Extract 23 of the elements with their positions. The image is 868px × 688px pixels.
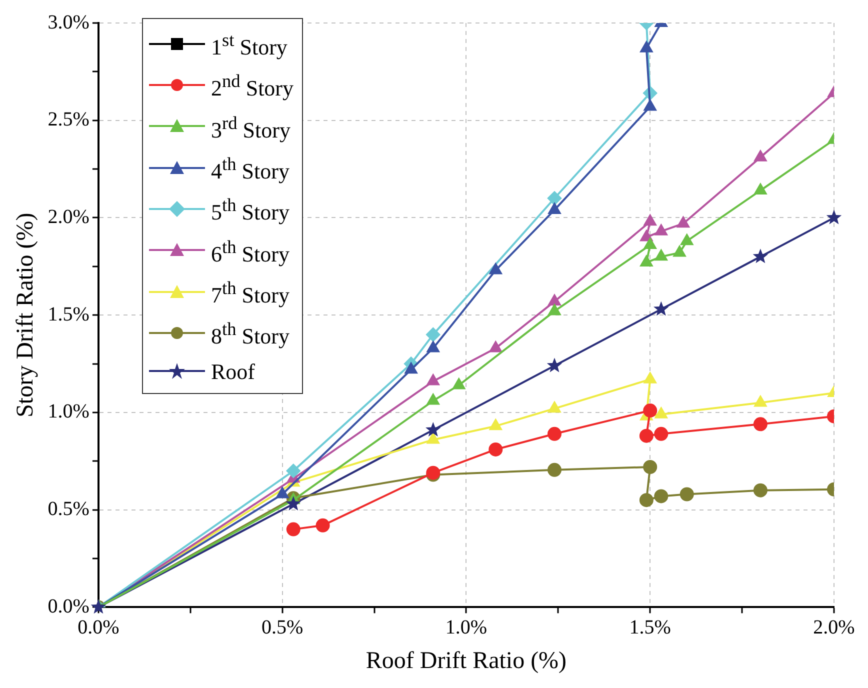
- y-tick-label: 0.0%: [48, 595, 90, 618]
- y-tick-label: 3.0%: [48, 11, 90, 34]
- x-tick-label: 0.5%: [262, 616, 304, 638]
- legend-label: 3$^{rd}$ Story: [211, 112, 290, 144]
- legend-label: Roof: [211, 358, 255, 386]
- x-tick-label: 2.0%: [813, 616, 855, 638]
- legend-label: 2$^{nd}$ Story: [211, 70, 294, 103]
- y-tick-label: 2.0%: [48, 206, 90, 228]
- y-tick-label: 0.5%: [48, 498, 90, 520]
- legend-label: 8$^{th}$ Story: [211, 318, 290, 351]
- x-tick-label: 1.0%: [445, 616, 488, 638]
- legend-label: 7$^{th}$ Story: [211, 276, 290, 310]
- legend-label: 4$^{th}$ Story: [211, 152, 290, 186]
- x-tick-label: 1.5%: [629, 616, 671, 638]
- legend-label: 1$^{st}$ Story: [211, 29, 288, 62]
- legend-label: 5$^{th}$ Story: [211, 194, 290, 227]
- y-axis-title: Story Drift Ratio (%): [12, 212, 39, 418]
- legend-label: 6$^{th}$ Story: [211, 236, 290, 268]
- y-tick-label: 1.0%: [48, 400, 90, 423]
- x-axis-title: Roof Drift Ratio (%): [366, 648, 567, 674]
- x-tick-label: 0.0%: [78, 616, 120, 638]
- y-tick-label: 1.5%: [48, 303, 90, 326]
- y-tick-label: 2.5%: [48, 108, 90, 131]
